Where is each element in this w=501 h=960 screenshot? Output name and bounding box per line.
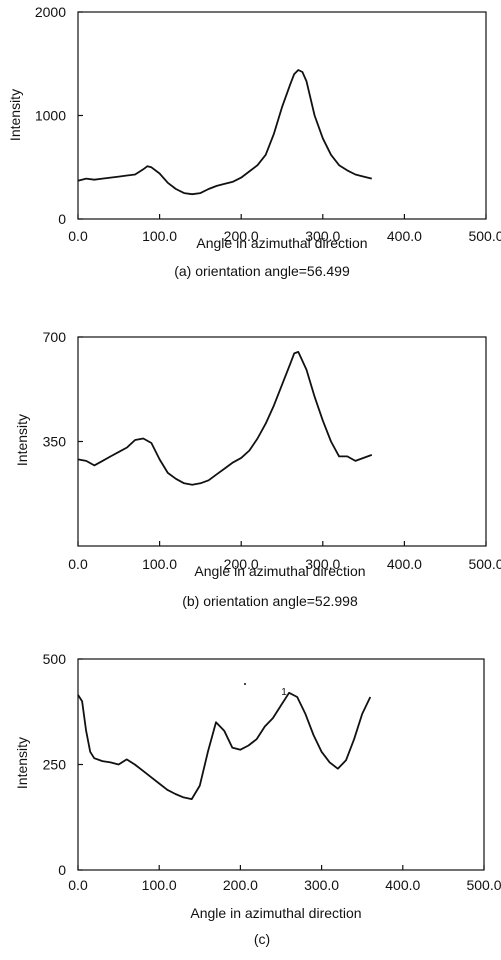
- y-axis-label: Intensity: [7, 89, 23, 141]
- y-tick-label: 1000: [35, 108, 66, 124]
- plot-frame: [77, 336, 487, 547]
- x-tick-label: 200.0: [223, 877, 258, 893]
- panel-c: Intensity Angle in azimuthal direction (…: [14, 651, 501, 947]
- intensity-line: [77, 350, 373, 486]
- x-axis-label: Angle in azimuthal direction: [194, 563, 365, 579]
- y-axis-label: Intensity: [14, 414, 30, 466]
- y-tick-label: 500: [43, 651, 67, 667]
- x-axis-label: Angle in azimuthal direction: [196, 235, 367, 251]
- x-tick-label: 500.0: [466, 877, 501, 893]
- x-tick-label: 100.0: [142, 877, 177, 893]
- x-tick-label: 100.0: [142, 556, 177, 572]
- y-tick-label: 2000: [35, 4, 66, 20]
- y-tick-label: 250: [43, 757, 67, 773]
- x-tick-label: 200.0: [224, 228, 259, 244]
- panel-caption: (c): [254, 931, 270, 947]
- x-tick-label: 0.0: [68, 556, 88, 572]
- x-tick-label: 100.0: [142, 228, 177, 244]
- x-tick-label: 500.0: [468, 556, 501, 572]
- plot-frame: [77, 11, 487, 220]
- x-tick-label: 300.0: [304, 877, 339, 893]
- peak-annotation: 1: [281, 687, 287, 698]
- x-tick-label: 0.0: [68, 228, 88, 244]
- intensity-line: [77, 69, 373, 196]
- speck-dot: [244, 683, 246, 685]
- panel-caption: (b) orientation angle=52.998: [182, 593, 358, 609]
- x-tick-label: 300.0: [305, 228, 340, 244]
- x-tick-label: 400.0: [385, 877, 420, 893]
- x-axis-label: Angle in azimuthal direction: [190, 905, 361, 921]
- y-tick-label: 700: [43, 329, 67, 345]
- y-tick-label: 350: [43, 434, 67, 450]
- y-tick-label: 0: [58, 211, 66, 227]
- panel-caption: (a) orientation angle=56.499: [174, 263, 350, 279]
- x-tick-label: 300.0: [305, 556, 340, 572]
- y-axis-label: Intensity: [14, 737, 30, 789]
- x-tick-label: 400.0: [387, 228, 422, 244]
- y-tick-label: 0: [58, 862, 66, 878]
- panel-a: Intensity Angle in azimuthal direction (…: [7, 4, 501, 279]
- x-tick-label: 200.0: [224, 556, 259, 572]
- x-tick-label: 0.0: [68, 877, 88, 893]
- panel-b: Intensity Angle in azimuthal direction (…: [14, 329, 501, 609]
- x-tick-label: 500.0: [468, 228, 501, 244]
- intensity-line: [77, 691, 372, 800]
- x-tick-label: 400.0: [387, 556, 422, 572]
